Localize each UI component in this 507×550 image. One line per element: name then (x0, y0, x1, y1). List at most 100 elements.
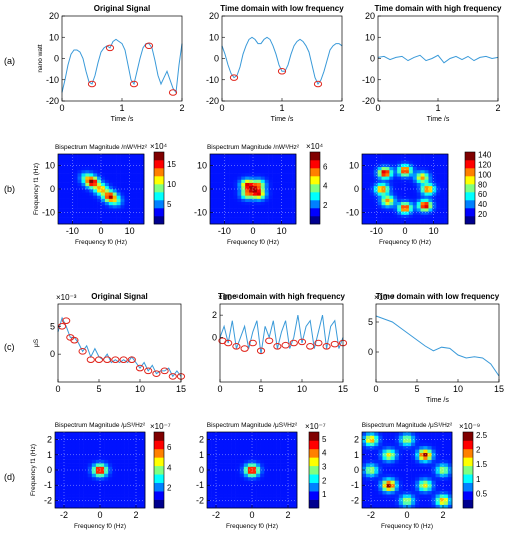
b3-heat-cell (389, 217, 394, 222)
b2-heat-cell (256, 160, 262, 164)
b2-colorbar-multiplier: ×10⁴ (306, 142, 324, 151)
b3-heat-cell (401, 166, 406, 171)
b1-heat-cell (140, 160, 145, 164)
c1-marker-circle (86, 356, 95, 364)
b2-heat-cell (256, 211, 262, 215)
d3-heat-cell (374, 483, 379, 488)
d2-heat-cell (239, 459, 245, 464)
d2-heat-cell (227, 487, 232, 492)
b3-heat-cell (393, 220, 398, 225)
b2-heat-cell (268, 195, 273, 199)
c2-marker-circle (322, 343, 331, 350)
d2-heat-cell (219, 494, 224, 498)
b1-heat-cell (65, 157, 71, 161)
b3-heat-cell (362, 220, 367, 225)
d2-heat-cell (252, 438, 257, 443)
d1-heat-cell (59, 473, 64, 478)
d1-heat-cell (120, 483, 125, 488)
d3-colorbar-segment (463, 448, 473, 458)
b3-heat-cell (381, 166, 386, 171)
b3-heat-cell (408, 204, 414, 209)
d3-heat-cell (423, 487, 428, 492)
b1-colorbar-tick-label: 15 (167, 160, 176, 169)
b3-heat-cell (393, 217, 398, 222)
d3-heat-cell (378, 480, 383, 485)
b1-heat-cell (58, 157, 63, 161)
d2-heat-cell (280, 456, 286, 460)
d3-heat-cell (407, 504, 412, 509)
b3-heat-cell (428, 201, 433, 206)
d1-heat-cell (71, 463, 76, 467)
b3-heat-cell (389, 173, 394, 177)
b3-heat-cell (405, 211, 410, 215)
b3-heat-cell (381, 157, 386, 161)
b2-heat-cell (249, 211, 254, 215)
b1-heat-cell (116, 198, 121, 203)
b1-heat-cell (136, 185, 141, 190)
d3-heat-cell (366, 445, 371, 450)
b3-heat-cell (389, 198, 394, 203)
d1-heat-cell (63, 449, 68, 454)
b2-heat-cell (233, 217, 238, 222)
d1-heat-cell (75, 449, 80, 454)
b3-heat-cell (389, 201, 394, 206)
d2-heat-cell (235, 442, 241, 447)
b2-heat-cell (288, 185, 293, 190)
b1-heat-cell (136, 192, 141, 196)
d3-heat-cell (435, 487, 441, 492)
b2-heat-cell (213, 201, 219, 206)
b2-heat-cell (229, 201, 234, 206)
b3-heat-cell (420, 182, 425, 187)
d1-heat-cell (128, 445, 134, 450)
b2-heat-cell (217, 185, 223, 190)
b3-heat-cell (385, 208, 390, 212)
d3-heat-cell (419, 504, 424, 509)
d1-heat-cell (79, 463, 84, 467)
d1-heat-cell (91, 487, 97, 492)
d1-heat-cell (67, 497, 72, 502)
a2-y-tick-label: -20 (206, 96, 219, 106)
b1-heat-cell (73, 195, 78, 199)
d2-heat-cell (276, 435, 281, 440)
d3-heat-cell (378, 445, 383, 450)
d2-heat-cell (256, 463, 261, 467)
d1-heat-cell (120, 452, 125, 457)
d2-heat-cell (292, 504, 298, 509)
b3-heat-cell (377, 163, 382, 168)
d3-heat-cell (394, 432, 400, 436)
d2-heat-cell (235, 438, 241, 443)
b2-heat-cell (264, 192, 269, 196)
d3-heat-cell (386, 473, 391, 478)
b1-heat-cell (116, 169, 121, 174)
b1-heat-cell (124, 195, 129, 199)
d1-heat-cell (95, 470, 101, 474)
b1-heat-cell (101, 154, 106, 158)
b3-heat-cell (440, 220, 445, 225)
b2-heat-cell (268, 176, 273, 180)
b2-heat-cell (260, 154, 266, 158)
b3-heat-cell (416, 211, 421, 215)
b1-heat-cell (116, 173, 121, 177)
b1-heat-cell (101, 179, 106, 183)
b2-heat-cell (292, 198, 297, 203)
b1-heat-cell (101, 211, 106, 215)
d2-heat-cell (252, 459, 257, 464)
d3-heat-cell (366, 442, 371, 447)
d2-heat-cell (207, 442, 212, 447)
d3-heat-cell (378, 501, 383, 505)
b1-heat-cell (116, 201, 121, 206)
d1-heat-cell (120, 473, 125, 478)
d1-heat-cell (91, 459, 97, 464)
b1-heat-cell (97, 195, 102, 199)
d1-heat-cell (67, 463, 72, 467)
b3-heat-cell (401, 169, 406, 174)
d1-heat-cell (87, 459, 93, 464)
b1-heat-cell (120, 154, 125, 158)
d3-heat-cell (427, 442, 432, 447)
d2-heat-cell (223, 463, 228, 467)
d1-heat-cell (87, 432, 93, 436)
b2-heat-cell (225, 201, 230, 206)
b2-heat-cell (241, 204, 246, 209)
d1-heat-cell (100, 456, 105, 460)
b3-heat-cell (412, 179, 418, 183)
